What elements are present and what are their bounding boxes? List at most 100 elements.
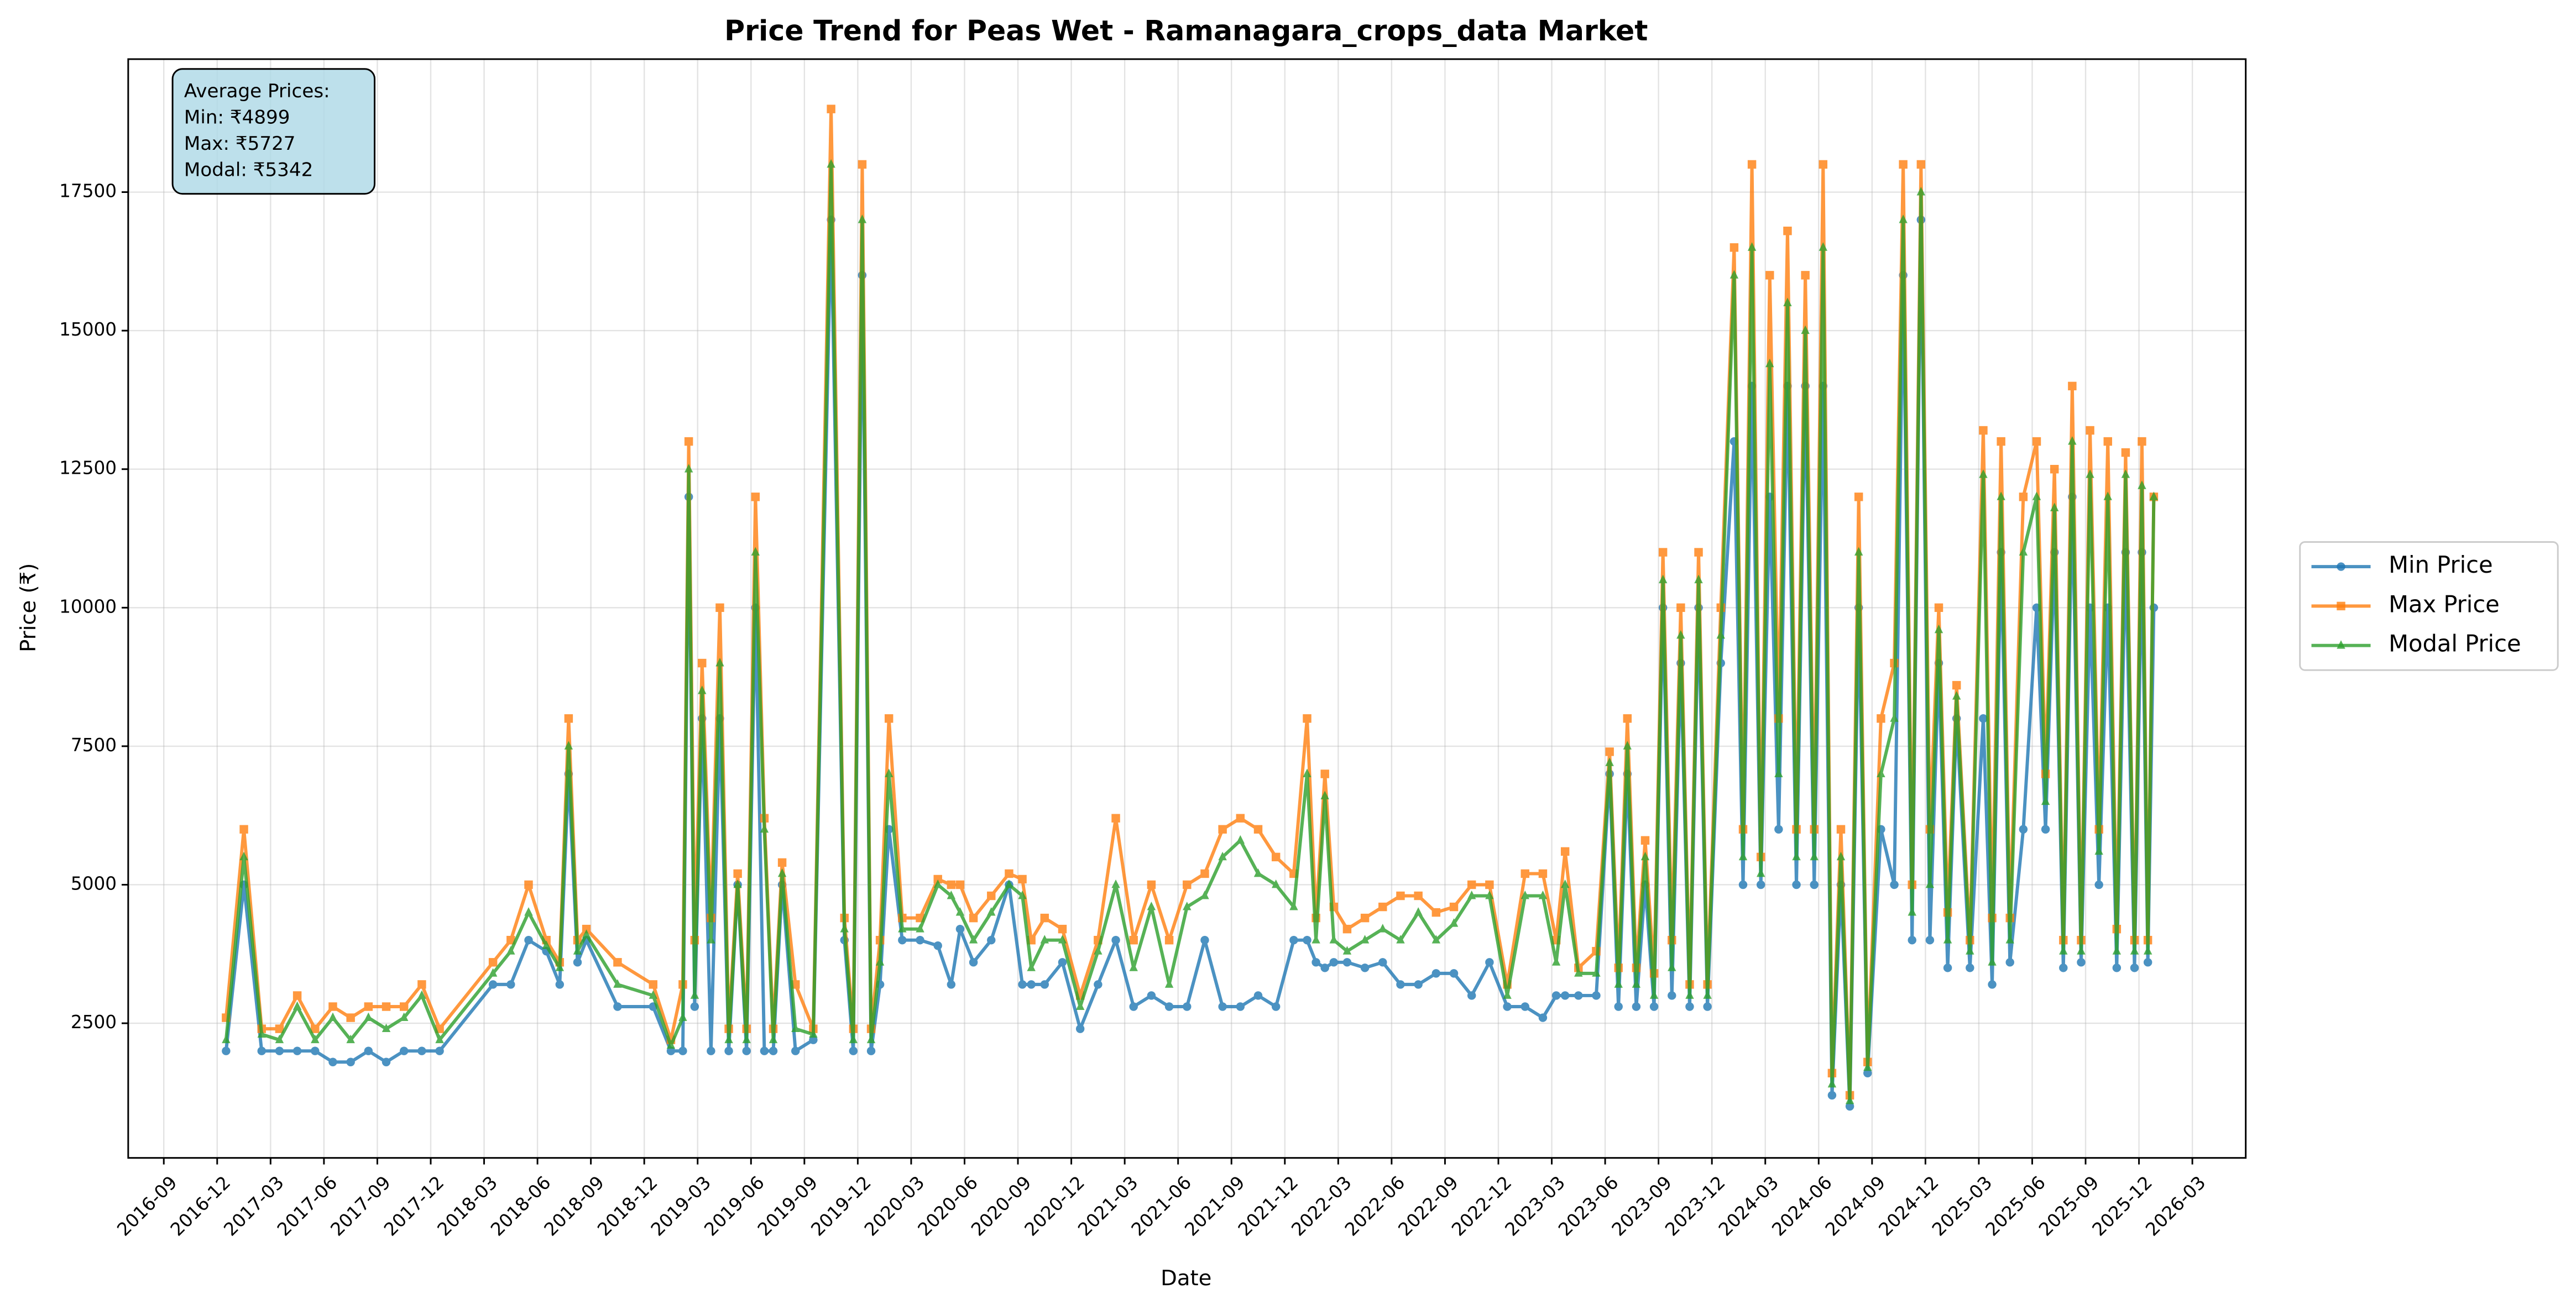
point <box>506 935 515 945</box>
plot-frame <box>127 58 2247 1159</box>
point <box>1592 968 1601 977</box>
point <box>1129 935 1138 945</box>
point <box>1018 891 1027 899</box>
point <box>1792 880 1801 889</box>
point <box>222 1034 231 1044</box>
point <box>1640 851 1650 861</box>
point <box>1623 714 1632 723</box>
point <box>488 980 498 989</box>
series <box>222 159 2159 1104</box>
point <box>1592 991 1601 1000</box>
legend-marker <box>2337 640 2345 649</box>
point <box>760 824 769 833</box>
point <box>1916 187 1926 196</box>
point <box>742 1034 751 1044</box>
point <box>2094 846 2103 855</box>
point <box>1560 847 1570 856</box>
point <box>1810 851 1819 861</box>
point <box>524 935 533 945</box>
point <box>1147 991 1156 1000</box>
point <box>698 685 707 694</box>
point <box>1747 160 1757 169</box>
point <box>573 946 582 955</box>
point <box>239 851 248 861</box>
point <box>1129 1002 1138 1011</box>
point <box>1467 991 1476 1000</box>
point <box>1877 768 1885 777</box>
point <box>1520 1002 1529 1011</box>
point <box>2041 825 2050 834</box>
point <box>1289 935 1298 945</box>
point <box>1058 935 1067 944</box>
point <box>1836 825 1846 834</box>
point <box>542 940 551 949</box>
point <box>1018 980 1027 989</box>
point <box>933 879 942 888</box>
point <box>1934 603 1943 612</box>
point <box>1005 879 1013 888</box>
point <box>2143 946 2152 955</box>
point <box>969 958 978 967</box>
point <box>809 1035 818 1044</box>
point <box>733 869 742 878</box>
point <box>684 437 693 446</box>
annotation-line: Modal: ₹5342 <box>184 159 313 181</box>
point <box>1342 946 1352 955</box>
point <box>1164 979 1174 988</box>
point <box>866 1034 876 1044</box>
point <box>955 924 965 934</box>
point <box>1360 964 1370 972</box>
point <box>2094 880 2103 889</box>
point <box>1649 990 1659 999</box>
point <box>1329 935 1339 944</box>
point <box>2019 547 2028 556</box>
point <box>564 741 573 750</box>
point <box>1676 603 1685 612</box>
point <box>1908 935 1916 945</box>
point <box>1303 768 1311 777</box>
point <box>1729 270 1739 279</box>
point <box>1200 935 1209 945</box>
point <box>1943 964 1952 972</box>
plot <box>222 104 2159 1111</box>
point <box>311 1024 320 1033</box>
point <box>666 1040 676 1049</box>
point <box>678 1012 687 1021</box>
point <box>1303 714 1311 723</box>
point <box>292 991 302 1000</box>
point <box>866 1046 876 1055</box>
point <box>684 464 693 473</box>
point <box>1925 935 1935 945</box>
point <box>875 957 885 966</box>
point <box>1845 1095 1854 1104</box>
point <box>827 159 835 168</box>
point <box>760 1046 769 1055</box>
legend-label: Max Price <box>2389 590 2500 617</box>
point <box>613 979 622 988</box>
point <box>1836 851 1846 861</box>
point <box>707 1046 715 1055</box>
point <box>724 1034 733 1044</box>
point <box>1094 980 1102 989</box>
point <box>1253 868 1263 877</box>
point <box>2121 469 2130 478</box>
legend-entry: Modal Price <box>2311 630 2521 657</box>
point <box>1414 907 1423 916</box>
point <box>2019 493 2028 501</box>
point <box>1200 891 1209 899</box>
annotation-box <box>171 68 376 195</box>
point <box>751 493 760 501</box>
point <box>1605 747 1614 756</box>
point <box>1792 851 1801 861</box>
point <box>613 958 622 967</box>
legend-box <box>2299 541 2559 671</box>
point <box>292 1046 302 1055</box>
point <box>1449 969 1459 978</box>
point <box>1952 691 1961 700</box>
point <box>1414 891 1423 900</box>
point <box>1988 957 1997 966</box>
point <box>346 1034 355 1044</box>
point <box>1164 1002 1174 1011</box>
point <box>275 1024 284 1033</box>
